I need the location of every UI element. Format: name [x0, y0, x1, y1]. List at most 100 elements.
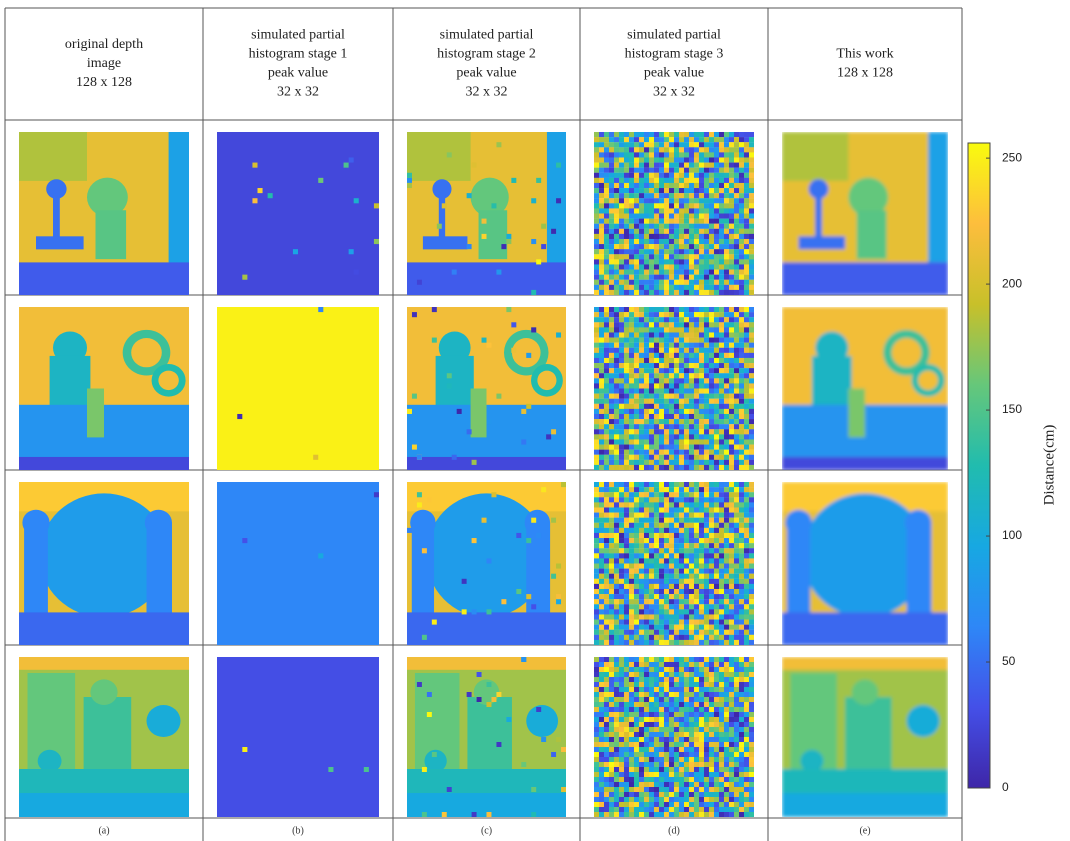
scene-region — [604, 564, 609, 569]
scene-region — [629, 599, 634, 604]
scene-region — [674, 722, 679, 727]
scene-region — [604, 168, 609, 173]
scene-region — [729, 183, 734, 188]
scene-region — [729, 599, 734, 604]
scene-region — [689, 732, 694, 737]
scene-region — [724, 620, 729, 625]
scene-region — [629, 594, 634, 599]
scene-region — [619, 687, 624, 692]
scene-region — [704, 290, 709, 295]
scene-region — [744, 518, 749, 523]
scene-region — [217, 482, 379, 645]
scene-region — [689, 455, 694, 460]
scene-region — [714, 373, 719, 378]
scene-region — [654, 797, 659, 802]
scene-region — [739, 168, 744, 173]
scene-region — [709, 599, 714, 604]
scene-region — [724, 173, 729, 178]
scene-region — [719, 219, 724, 224]
scene-region — [684, 687, 689, 692]
scene-region — [654, 419, 659, 424]
scene-region — [724, 465, 729, 470]
scene-region — [654, 732, 659, 737]
scene-region — [619, 409, 624, 414]
scene-region — [354, 270, 359, 275]
scene-region — [729, 548, 734, 553]
scene-region — [644, 142, 649, 147]
scene-region — [749, 317, 754, 322]
scene-region — [599, 657, 604, 662]
scene-region — [654, 717, 659, 722]
scene-region — [649, 594, 654, 599]
scene-region — [719, 419, 724, 424]
scene-region — [654, 767, 659, 772]
scene-region — [442, 812, 447, 817]
scene-region — [594, 777, 599, 782]
scene — [407, 132, 566, 295]
scene-region — [724, 434, 729, 439]
scene-region — [531, 198, 536, 203]
scene-region — [664, 358, 669, 363]
scene-region — [714, 312, 719, 317]
scene-region — [679, 414, 684, 419]
scene-region — [709, 697, 714, 702]
scene-region — [714, 614, 719, 619]
scene-region — [669, 383, 674, 388]
scene-region — [744, 599, 749, 604]
scene-region — [594, 203, 599, 208]
scene-region — [624, 657, 629, 662]
scene-region — [724, 219, 729, 224]
scene-region — [689, 757, 694, 762]
scene-region — [649, 752, 654, 757]
scene-region — [604, 132, 609, 137]
scene-region — [594, 747, 599, 752]
scene-region — [684, 722, 689, 727]
scene-region — [634, 707, 639, 712]
column-header: simulated partial — [251, 28, 345, 43]
scene-region — [674, 132, 679, 137]
scene-region — [604, 224, 609, 229]
scene-region — [724, 707, 729, 712]
scene-region — [649, 224, 654, 229]
scene-region — [704, 270, 709, 275]
scene-region — [629, 722, 634, 727]
scene-region — [689, 465, 694, 470]
scene-region — [599, 348, 604, 353]
scene-region — [709, 275, 714, 280]
scene-region — [629, 807, 634, 812]
scene-region — [734, 434, 739, 439]
scene-region — [679, 487, 684, 492]
scene-region — [744, 682, 749, 687]
scene-region — [491, 697, 496, 702]
scene-region — [634, 383, 639, 388]
scene-region — [644, 343, 649, 348]
scene-region — [734, 188, 739, 193]
scene-region — [739, 584, 744, 589]
scene-region — [684, 487, 689, 492]
scene-region — [659, 434, 664, 439]
scene-region — [644, 338, 649, 343]
scene-region — [644, 445, 649, 450]
scene-region — [619, 662, 624, 667]
scene-region — [684, 772, 689, 777]
scene-region — [734, 640, 739, 645]
scene-region — [604, 445, 609, 450]
scene-region — [536, 259, 541, 264]
scene-region — [649, 147, 654, 152]
scene-region — [619, 312, 624, 317]
scene-region — [679, 564, 684, 569]
scene-region — [624, 630, 629, 635]
scene-region — [749, 507, 754, 512]
scene-region — [634, 548, 639, 553]
scene-region — [614, 528, 619, 533]
scene-region — [734, 322, 739, 327]
scene-region — [694, 343, 699, 348]
scene-region — [649, 502, 654, 507]
scene-region — [694, 807, 699, 812]
scene-region — [734, 767, 739, 772]
scene-region — [629, 812, 634, 817]
scene-region — [694, 502, 699, 507]
scene-region — [609, 219, 614, 224]
scene-region — [659, 543, 664, 548]
scene-region — [634, 208, 639, 213]
